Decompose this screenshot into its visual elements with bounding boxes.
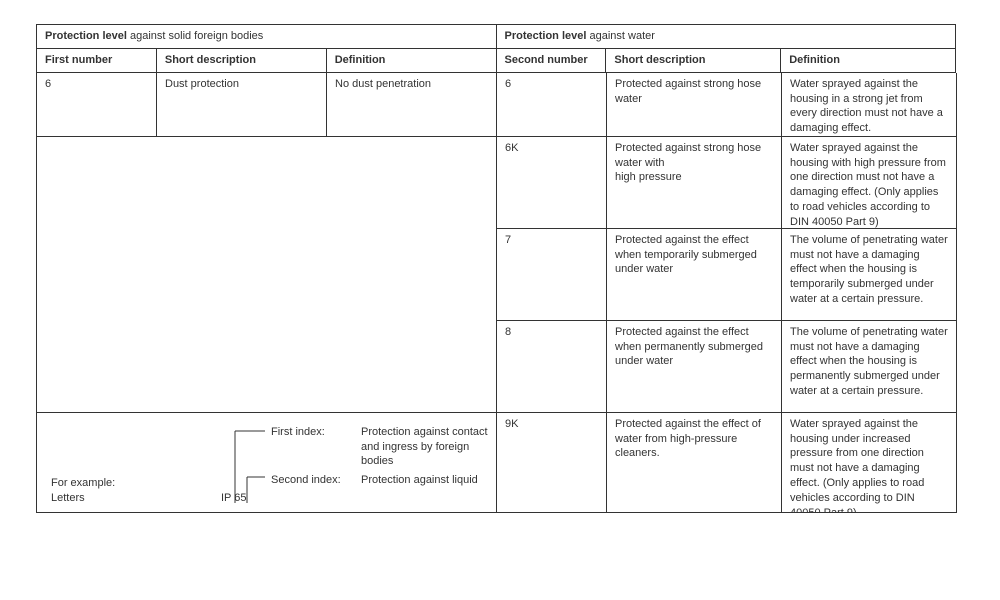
water-row-0: 6 Protected against strong hose water Wa… [497,73,957,137]
col-short-desc-r: Short description [606,49,781,73]
title-right: Protection level against water [497,25,957,49]
water-def-0: Water sprayed against the housing in a s… [782,73,957,137]
water-def-2: The volume of penetrating water must not… [782,229,957,321]
col-short-desc-l: Short description [157,49,327,73]
diagram-cell: First index: Protection against contact … [37,413,497,513]
second-index-label: Second index: [271,473,341,488]
col-definition-l: Definition [327,49,497,73]
water-row-3: 8 Protected against the effect when perm… [497,321,957,413]
left-stack: 6 Dust protection No dust penetration [37,73,497,513]
title-left-bold: Protection level [45,30,127,42]
ip-code: IP 65 [221,491,247,506]
page: Protection level against solid foreign b… [0,0,1000,600]
water-def-1: Water sprayed against the housing with h… [782,137,957,229]
left-blank [37,137,497,413]
solid-definition: No dust penetration [327,73,497,137]
water-num-0: 6 [497,73,607,137]
col-first-number: First number [37,49,157,73]
ip-protection-table: Protection level against solid foreign b… [36,24,956,513]
solid-number: 6 [37,73,157,137]
body: 6 Dust protection No dust penetration [37,73,956,513]
left-blank-cell [37,137,497,413]
first-index-def: Protection against contact and ingress b… [361,425,491,470]
water-def-3: The volume of penetrating water must not… [782,321,957,413]
water-row-4: 9K Protected against the effect of water… [497,413,957,513]
water-num-2: 7 [497,229,607,321]
title-right-light: against water [586,30,654,42]
title-left: Protection level against solid foreign b… [37,25,497,49]
water-row-1: 6K Protected against strong hose water w… [497,137,957,229]
water-short-3: Protected against the effect when perman… [607,321,782,413]
water-short-1: Protected against strong hose water with… [607,137,782,229]
water-row-2: 7 Protected against the effect when temp… [497,229,957,321]
title-left-light: against solid foreign bodies [127,30,263,42]
second-index-def: Protection against liquid [361,473,491,488]
solid-short: Dust protection [157,73,327,137]
solid-row: 6 Dust protection No dust penetration [37,73,497,137]
column-header-row: First number Short description Definitio… [37,49,956,73]
example-label: For example: Letters [51,476,115,506]
title-row: Protection level against solid foreign b… [37,25,956,49]
first-index-label: First index: [271,425,325,440]
water-def-4: Water sprayed against the housing under … [782,413,957,513]
water-num-3: 8 [497,321,607,413]
water-short-2: Protected against the effect when tempor… [607,229,782,321]
right-stack: 6 Protected against strong hose water Wa… [497,73,957,513]
water-num-1: 6K [497,137,607,229]
water-num-4: 9K [497,413,607,513]
water-short-4: Protected against the effect of water fr… [607,413,782,513]
left-diagram-row: First index: Protection against contact … [37,413,497,513]
col-definition-r: Definition [781,49,956,73]
col-second-number: Second number [497,49,607,73]
water-short-0: Protected against strong hose water [607,73,782,137]
ip-index-diagram: First index: Protection against contact … [45,417,488,508]
title-right-bold: Protection level [505,30,587,42]
